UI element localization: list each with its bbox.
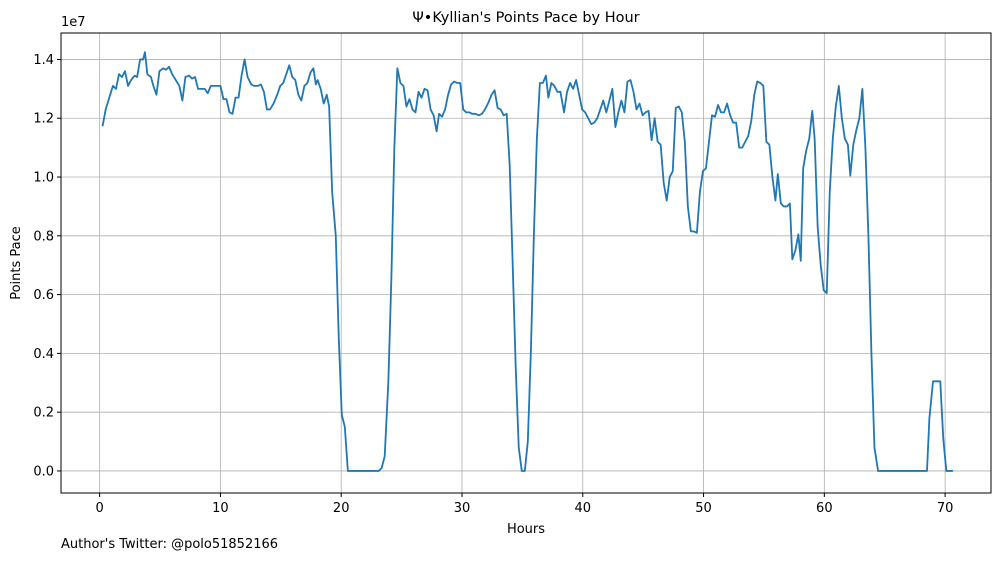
x-tick: 70 [937, 493, 954, 516]
y-tick: 0.2 [33, 406, 61, 421]
x-tick: 40 [574, 493, 591, 516]
x-tick: 20 [333, 493, 350, 516]
y-tick-label: 1.2 [33, 112, 54, 127]
y-tick-label: 0.8 [33, 229, 54, 244]
x-tick: 10 [212, 493, 229, 516]
chart-title: Ψ•Kyllian's Points Pace by Hour [412, 10, 639, 26]
y-tick: 0.8 [33, 229, 61, 244]
x-tick-label: 60 [816, 501, 833, 516]
y-tick: 0.0 [33, 464, 61, 479]
y-tick: 0.6 [33, 288, 61, 303]
x-tick-label: 0 [96, 501, 104, 516]
y-axis-title: Points Pace [9, 226, 24, 300]
x-axis-title: Hours [507, 522, 545, 537]
y-tick-label: 1.4 [33, 53, 54, 68]
y-tick-label: 0.6 [33, 288, 54, 303]
x-tick-label: 40 [574, 501, 591, 516]
x-tick-label: 70 [937, 501, 954, 516]
x-tick: 0 [96, 493, 104, 516]
x-tick-label: 50 [695, 501, 712, 516]
x-tick: 30 [454, 493, 471, 516]
x-tick-label: 10 [212, 501, 229, 516]
x-tick-label: 20 [333, 501, 350, 516]
y-tick-label: 0.0 [33, 464, 54, 479]
plot-frame [60, 32, 992, 494]
y-tick: 1.2 [33, 112, 61, 127]
y-tick: 1.0 [33, 171, 61, 186]
y-axis-offset-label: 1e7 [61, 15, 86, 30]
author-credit: Author's Twitter: @polo51852166 [61, 537, 279, 552]
y-tick: 1.4 [33, 53, 61, 68]
y-axis: 0.0 0.2 0.4 0.6 0.8 1.0 1.2 1.4 [33, 53, 61, 479]
grid-lines [61, 33, 991, 493]
y-tick: 0.4 [33, 347, 61, 362]
y-tick-label: 0.2 [33, 406, 54, 421]
x-tick-label: 30 [454, 501, 471, 516]
x-axis: 0 10 20 30 40 50 60 70 [96, 493, 954, 516]
x-tick: 50 [695, 493, 712, 516]
y-tick-label: 1.0 [33, 171, 54, 186]
series-line-points-pace [101, 51, 954, 472]
x-tick: 60 [816, 493, 833, 516]
y-tick-label: 0.4 [33, 347, 54, 362]
